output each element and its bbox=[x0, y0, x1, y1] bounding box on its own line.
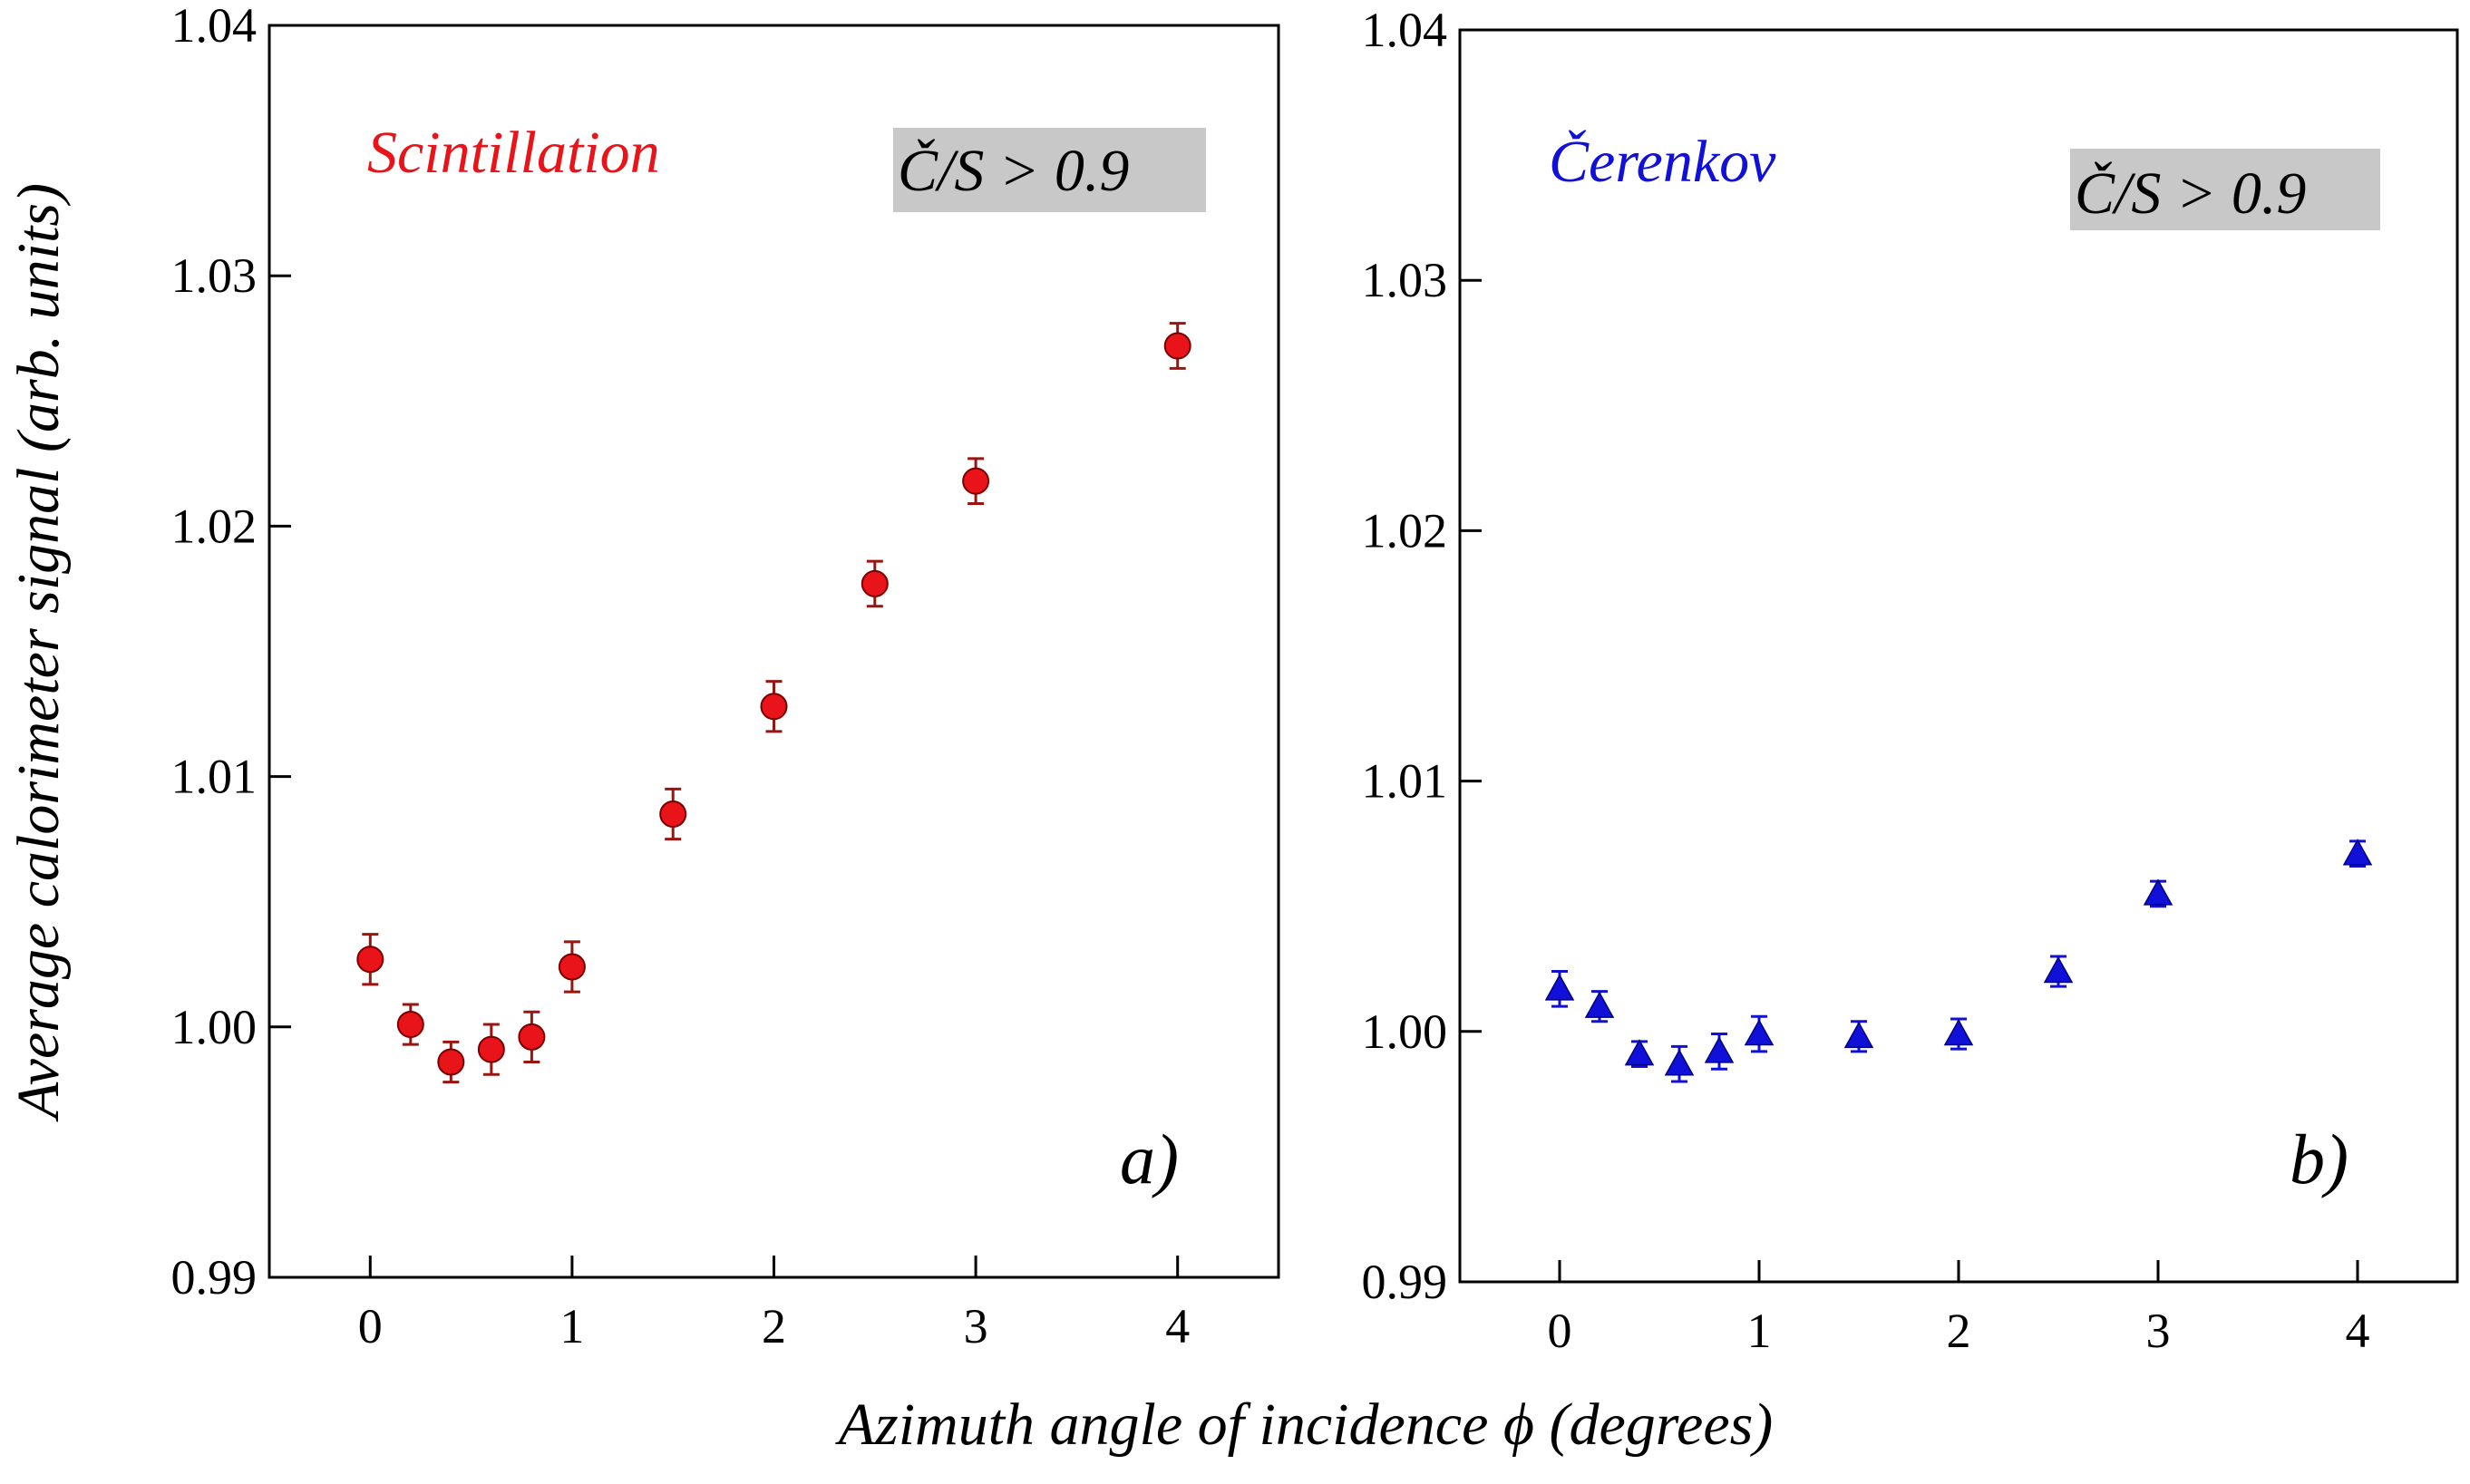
marker-triangle bbox=[1843, 1021, 1874, 1049]
data-point bbox=[1664, 1044, 1695, 1083]
data-point bbox=[1624, 1039, 1655, 1068]
data-point bbox=[1704, 1033, 1735, 1071]
y-tick-label: 1.04 bbox=[1362, 3, 1448, 57]
marker-triangle bbox=[1704, 1036, 1735, 1063]
marker-triangle bbox=[1943, 1019, 1974, 1046]
data-point bbox=[1163, 322, 1191, 370]
data-point bbox=[1943, 1017, 1974, 1051]
marker-circle bbox=[962, 467, 990, 495]
marker-triangle bbox=[2143, 878, 2173, 906]
marker-circle bbox=[861, 569, 889, 597]
y-tick-label: 1.03 bbox=[1362, 253, 1448, 307]
x-tick-label: 3 bbox=[2146, 1304, 2171, 1358]
x-tick-label: 0 bbox=[358, 1299, 383, 1353]
marker-triangle bbox=[1664, 1049, 1695, 1076]
data-point bbox=[437, 1040, 465, 1084]
y-tick-label: 1.03 bbox=[171, 248, 258, 303]
series-label: Scintillation bbox=[367, 120, 660, 186]
y-axis-title: Average calorimeter signal (arb. units) bbox=[5, 183, 72, 1122]
marker-triangle bbox=[2043, 955, 2074, 984]
data-point bbox=[861, 559, 889, 608]
marker-circle bbox=[760, 693, 788, 721]
data-point bbox=[2043, 955, 2074, 988]
x-tick-label: 4 bbox=[1165, 1299, 1190, 1353]
marker-circle bbox=[518, 1023, 546, 1051]
data-point bbox=[518, 1010, 546, 1063]
marker-circle bbox=[396, 1011, 424, 1039]
cut-badge bbox=[2070, 149, 2380, 230]
x-tick-label: 1 bbox=[559, 1299, 584, 1353]
data-point bbox=[2143, 878, 2173, 908]
data-point bbox=[2342, 839, 2373, 868]
y-tick-label: 0.99 bbox=[1362, 1255, 1448, 1309]
marker-circle bbox=[477, 1035, 505, 1063]
cut-label: Č/S > 0.9 bbox=[898, 138, 1129, 204]
marker-circle bbox=[659, 800, 687, 829]
panel-b: 0.99 1.00 1.01 1.02 1.03 1.04 0 1 2 3 4 Čerenkov Č/S… bbox=[1362, 3, 2459, 1358]
y-tick-label: 1.02 bbox=[171, 499, 258, 553]
marker-circle bbox=[558, 953, 586, 981]
y-tick-label: 1.04 bbox=[171, 0, 258, 53]
x-tick-label: 1 bbox=[1747, 1304, 1772, 1358]
panels: 0.99 1.00 1.01 1.02 1.03 1.04 0 1 2 3 4 Scintillati… bbox=[171, 0, 2459, 1358]
cut-label: Č/S > 0.9 bbox=[2075, 160, 2306, 227]
marker-circle bbox=[437, 1048, 465, 1076]
marker-triangle bbox=[1544, 974, 1575, 1001]
y-tick-label: 1.01 bbox=[171, 750, 258, 804]
y-tick-label: 1.02 bbox=[1362, 503, 1448, 558]
x-tick-label: 2 bbox=[762, 1299, 786, 1353]
data-point bbox=[558, 940, 586, 994]
marker-triangle bbox=[1624, 1039, 1655, 1066]
data-point bbox=[760, 680, 788, 733]
x-tick-label: 3 bbox=[964, 1299, 988, 1353]
panel-tag: b) bbox=[2290, 1120, 2348, 1198]
x-tick-label: 2 bbox=[1947, 1304, 1971, 1358]
data-point bbox=[962, 457, 990, 506]
x-tick-label: 0 bbox=[1548, 1304, 1572, 1358]
x-tick-label: 4 bbox=[2346, 1304, 2370, 1358]
data-point bbox=[1843, 1020, 1874, 1053]
data-point bbox=[356, 933, 384, 986]
data-point bbox=[477, 1023, 505, 1076]
y-tick-label: 1.00 bbox=[171, 1000, 258, 1054]
x-axis-title: Azimuth angle of incidence ϕ (degrees) bbox=[835, 1392, 1774, 1458]
data-point bbox=[659, 787, 687, 841]
marker-circle bbox=[1163, 332, 1191, 360]
panel-tag: a) bbox=[1120, 1120, 1179, 1198]
series-label: Čerenkov bbox=[1549, 129, 1776, 195]
marker-triangle bbox=[1584, 991, 1615, 1018]
y-tick-label: 1.00 bbox=[1362, 1004, 1448, 1059]
data-point bbox=[1744, 1014, 1775, 1053]
cut-badge bbox=[893, 128, 1206, 212]
data-point bbox=[1584, 990, 1615, 1023]
y-tick-label: 1.01 bbox=[1362, 754, 1448, 809]
y-tick-label: 0.99 bbox=[171, 1250, 258, 1305]
marker-triangle bbox=[2342, 839, 2373, 866]
marker-circle bbox=[356, 946, 384, 974]
data-point bbox=[1544, 970, 1575, 1008]
plot-frame bbox=[267, 24, 1280, 1279]
marker-triangle bbox=[1744, 1019, 1775, 1046]
panel-a: 0.99 1.00 1.01 1.02 1.03 1.04 0 1 2 3 4 Scintillati… bbox=[171, 0, 1280, 1353]
data-point bbox=[396, 1003, 424, 1046]
